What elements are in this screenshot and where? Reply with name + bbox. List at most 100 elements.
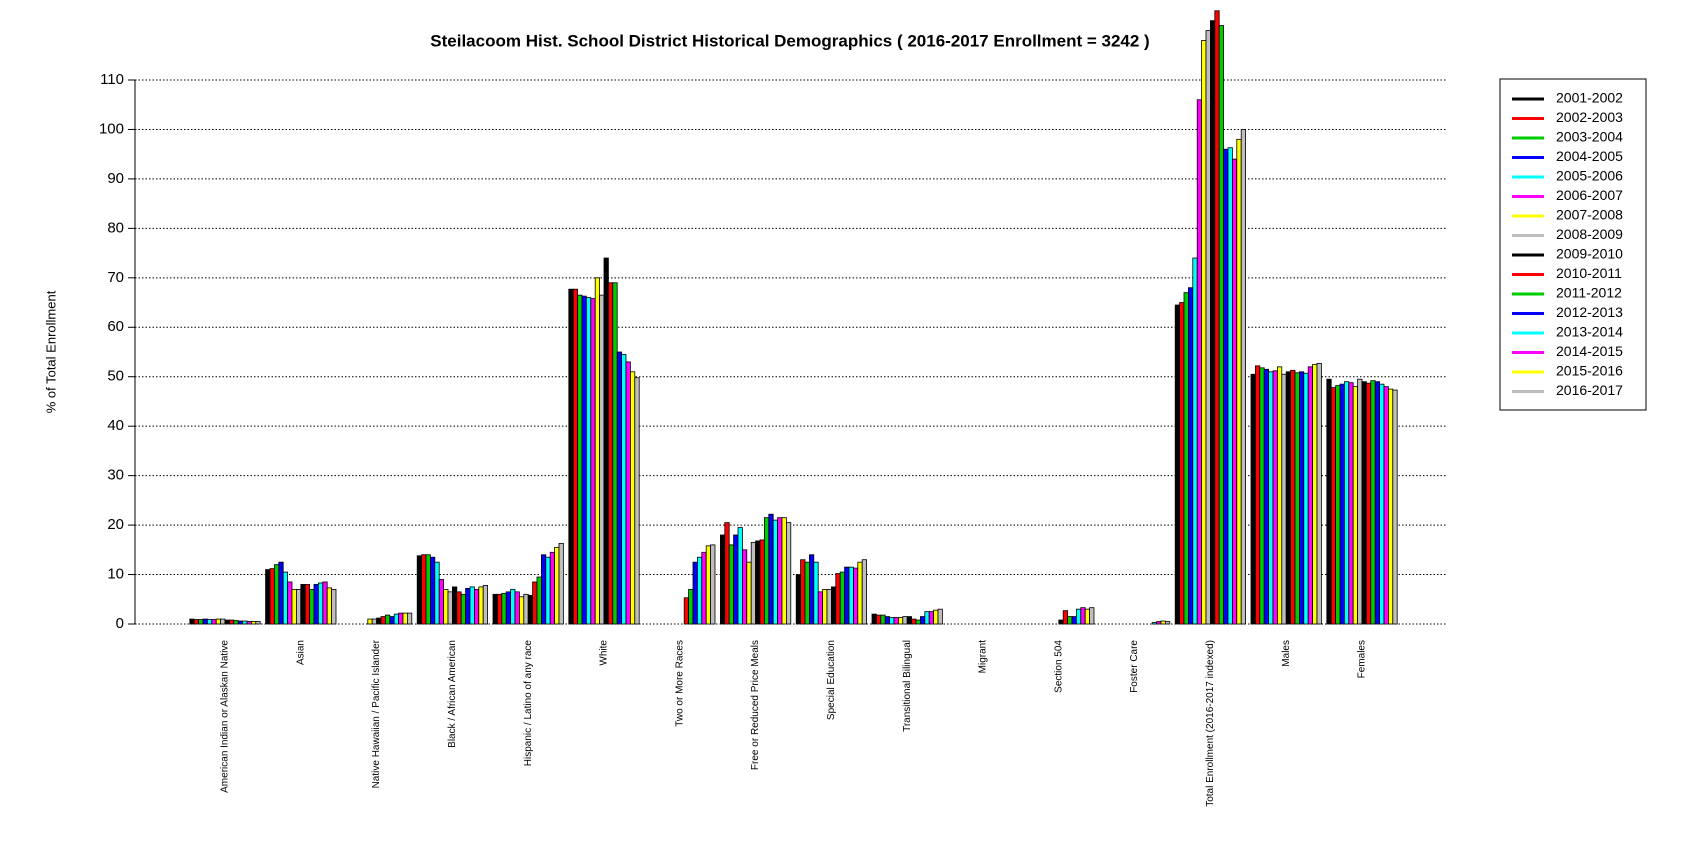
bar [273, 564, 280, 625]
bar [804, 561, 810, 625]
x-tick-label: Hispanic / Latino of any race [523, 640, 534, 767]
bar [861, 559, 868, 625]
bar [416, 555, 423, 625]
bar [572, 288, 579, 625]
y-tick-label: 20 [107, 516, 124, 533]
x-tick-label: Females [1357, 640, 1368, 678]
bar [612, 282, 618, 625]
bar [1388, 388, 1394, 625]
bar [465, 587, 471, 625]
bar [603, 257, 609, 625]
bar [501, 592, 507, 625]
bar [287, 581, 293, 625]
bar [1067, 616, 1073, 625]
bar [1214, 10, 1220, 625]
bar [402, 612, 408, 625]
bar [889, 617, 895, 625]
bar [1076, 608, 1082, 625]
bar [1263, 368, 1269, 625]
bar [581, 295, 587, 625]
bar [568, 288, 574, 625]
bar [1210, 20, 1216, 625]
bar [599, 294, 605, 625]
bar [705, 545, 712, 625]
bar [1366, 382, 1372, 625]
y-tick-label: 110 [100, 71, 124, 88]
bar [1357, 378, 1363, 625]
bar [313, 584, 319, 625]
bar [795, 574, 802, 625]
x-tick-label: Black / African American [447, 640, 458, 748]
bar [800, 559, 806, 625]
bar [554, 546, 560, 625]
bar [536, 576, 542, 625]
y-tick-label: 70 [107, 269, 124, 286]
bar [211, 619, 217, 625]
bar [1268, 371, 1274, 625]
bar [844, 566, 850, 625]
bar [1205, 30, 1211, 625]
bar [1392, 389, 1398, 625]
bar [813, 561, 819, 625]
bar [1285, 371, 1291, 625]
bar [621, 354, 627, 625]
bar [1160, 620, 1166, 625]
bar [777, 517, 783, 625]
bar [1240, 129, 1246, 625]
bar [1303, 372, 1309, 625]
bar [237, 620, 243, 625]
y-tick-label: 10 [107, 566, 124, 583]
bar [1188, 287, 1194, 625]
bar [1290, 369, 1296, 625]
bar [425, 554, 431, 625]
y-tick-label: 50 [107, 368, 124, 385]
bar [1370, 380, 1376, 625]
bar [1080, 607, 1086, 625]
x-tick-label: Native Hawaiian / Pacific Islander [371, 639, 382, 788]
bar [893, 617, 899, 625]
bar [1299, 371, 1305, 625]
bar [822, 588, 828, 625]
bar [902, 616, 908, 625]
bar [630, 371, 636, 625]
bar [242, 620, 248, 625]
bar [1236, 138, 1242, 625]
bar [1227, 147, 1233, 625]
bar [634, 377, 640, 625]
y-tick-label: 100 [99, 120, 124, 137]
bar [750, 542, 757, 625]
bar [380, 616, 386, 625]
bar [884, 616, 891, 625]
bar [278, 561, 284, 625]
bar [532, 581, 538, 625]
bar [469, 586, 475, 625]
bar [928, 611, 935, 625]
bar [447, 591, 453, 625]
x-tick-label: Foster Care [1129, 640, 1140, 693]
bar [434, 561, 440, 625]
bar [724, 522, 730, 625]
bar [1352, 386, 1358, 625]
bar [920, 616, 926, 625]
bar [482, 585, 489, 625]
bar [1250, 373, 1256, 625]
bar [1281, 373, 1287, 625]
bar [915, 619, 921, 625]
bar [300, 584, 306, 625]
bar [826, 588, 832, 625]
x-tick-label: Two or More Races [674, 640, 685, 727]
bar [737, 527, 743, 625]
bar [376, 617, 382, 625]
bar [1379, 383, 1385, 625]
bar [228, 619, 235, 625]
legend-label: 2008-2009 [1556, 226, 1623, 242]
bar [1156, 621, 1162, 625]
bar [326, 587, 333, 625]
bar [189, 618, 195, 625]
bar [206, 619, 213, 625]
y-tick-label: 30 [107, 467, 124, 484]
x-tick-label: Free or Reduced Price Meals [750, 640, 761, 770]
bar [586, 297, 592, 625]
legend-label: 2014-2015 [1556, 343, 1623, 359]
